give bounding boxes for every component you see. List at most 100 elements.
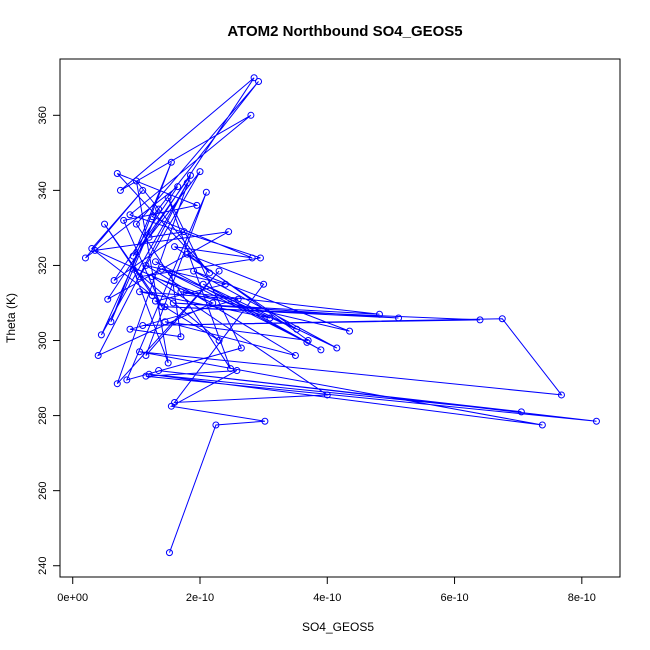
data-point (151, 258, 159, 266)
x-tick-label: 2e-10 (186, 592, 214, 604)
data-point (225, 228, 233, 236)
data-point (126, 325, 134, 333)
data-point (110, 276, 118, 284)
data-point (375, 310, 383, 318)
data-point (476, 316, 484, 324)
data-point (209, 299, 217, 307)
data-point (291, 352, 299, 360)
data-point (177, 333, 185, 341)
data-point (148, 213, 156, 221)
data-point (123, 376, 131, 384)
data-point (104, 295, 112, 303)
data-point (136, 348, 144, 356)
y-tick-label: 300 (37, 331, 49, 349)
y-tick-label: 320 (37, 256, 49, 274)
data-point (247, 111, 255, 119)
data-point (333, 344, 341, 352)
data-point (215, 267, 223, 275)
data-point (129, 265, 137, 273)
data-point (164, 194, 172, 202)
data-point (323, 391, 331, 399)
data-point (129, 252, 137, 260)
data-point (81, 254, 89, 262)
data-point (113, 380, 121, 388)
data-point (346, 327, 354, 335)
data-point (171, 398, 179, 406)
series-layer (81, 74, 600, 557)
data-point (113, 169, 121, 177)
data-point (161, 303, 169, 311)
data-point (266, 314, 274, 322)
data-point (155, 205, 163, 213)
data-point (145, 233, 153, 241)
data-point (167, 269, 175, 277)
data-point (171, 243, 179, 251)
data-point (116, 186, 124, 194)
data-point (183, 179, 191, 187)
x-tick-label: 8e-10 (568, 592, 596, 604)
data-point (317, 346, 325, 354)
data-point (148, 291, 156, 299)
data-point (255, 78, 263, 86)
data-point (196, 168, 204, 176)
data-point (215, 337, 223, 345)
y-tick-label: 280 (37, 406, 49, 424)
y-tick-label: 340 (37, 181, 49, 199)
data-point (256, 254, 264, 262)
data-point (250, 74, 258, 82)
plot-area-frame (59, 58, 621, 578)
data-point (158, 265, 166, 273)
data-point (155, 367, 163, 375)
data-point (304, 337, 312, 345)
data-point (202, 188, 210, 196)
chart-title: ATOM2 Northbound SO4_GEOS5 (227, 23, 462, 40)
series-line (85, 77, 597, 553)
data-point (206, 269, 214, 277)
data-point (136, 288, 144, 296)
data-point (97, 331, 105, 339)
data-point (395, 314, 403, 322)
y-tick-label: 240 (37, 557, 49, 575)
data-point (151, 297, 159, 305)
x-tick-label: 4e-10 (313, 592, 341, 604)
data-point (303, 338, 311, 346)
x-tick-label: 0e+00 (57, 592, 88, 604)
data-point (142, 352, 150, 360)
data-point (107, 318, 115, 326)
data-point (139, 322, 147, 330)
data-point (190, 267, 198, 275)
data-point (148, 273, 156, 281)
y-axis-label: Theta (K) (4, 293, 18, 343)
data-point (592, 417, 600, 425)
data-point (260, 280, 268, 288)
data-point (183, 250, 191, 258)
x-axis-label: SO4_GEOS5 (302, 620, 374, 634)
data-point (221, 280, 229, 288)
data-point (164, 359, 172, 367)
data-point (261, 417, 269, 425)
data-point (139, 186, 147, 194)
data-point (186, 171, 194, 179)
data-point (158, 303, 166, 311)
data-point (248, 254, 256, 262)
y-tick-label: 260 (37, 481, 49, 499)
data-point (161, 318, 169, 326)
data-point (167, 158, 175, 166)
data-point (538, 421, 546, 429)
data-point (120, 216, 128, 224)
data-point (199, 280, 207, 288)
data-point (101, 220, 109, 228)
data-point (145, 370, 153, 378)
data-point (132, 177, 140, 185)
data-point (193, 201, 201, 209)
x-tick-label: 6e-10 (440, 592, 468, 604)
data-point (180, 228, 188, 236)
data-point (94, 352, 102, 360)
y-axis: 240 260 280 300 320 340 360 (37, 106, 61, 575)
data-point (126, 211, 134, 219)
data-point (169, 299, 177, 307)
data-point (233, 367, 241, 375)
data-point (293, 325, 301, 333)
data-point (227, 365, 235, 373)
